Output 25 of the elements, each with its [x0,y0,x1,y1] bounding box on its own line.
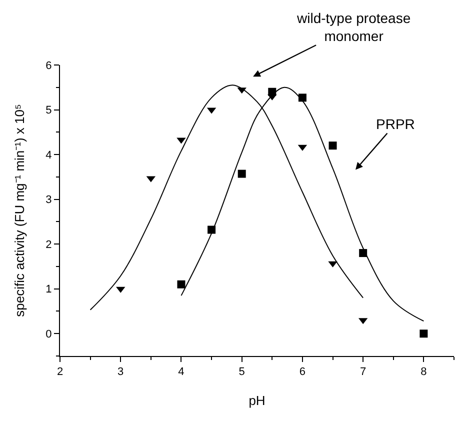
point [328,142,337,150]
x-axis-title: pH [248,393,266,408]
annotation: PRPR [376,116,415,132]
x-tick-label: 4 [178,366,184,378]
point [420,330,428,338]
y-tick-label: 6 [46,60,52,72]
y-tick-label: 1 [46,284,52,296]
y-tick-label: 5 [46,104,52,117]
point [298,94,306,102]
x-tick-label: 6 [299,366,306,378]
y-axis-title: specific activity (FU mg⁻¹ min⁻¹) x 10⁵ [12,104,27,317]
y-tick-label: 3 [46,194,52,206]
x-tick-label: 3 [118,366,124,378]
y-tick-label: 2 [46,238,52,251]
y-tick-label: 4 [46,149,52,162]
x-tick-label: 7 [360,366,366,378]
x-tick-label: 8 [420,366,427,378]
point [359,249,368,258]
x-tick-label: 5 [238,366,245,378]
point [208,226,216,234]
point [238,170,246,178]
x-tick-label: 2 [56,366,64,378]
y-tick-label: 0 [46,328,52,340]
point [177,280,186,288]
text: wild-type protease monomer [296,10,411,44]
